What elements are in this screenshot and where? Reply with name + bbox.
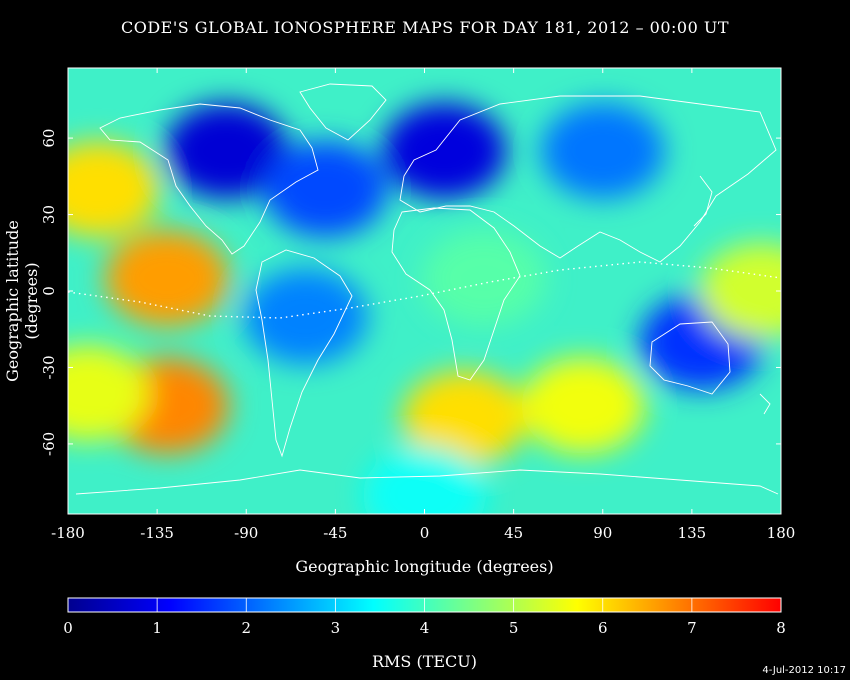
x-axis-label: Geographic longitude (degrees) (295, 557, 554, 576)
new-zealand-coast (759, 393, 771, 415)
rms-region-0 (68, 141, 160, 238)
colorbar-tick-label-5: 5 (509, 619, 519, 637)
x-tick-label-6: 90 (593, 524, 612, 542)
colorbar-tick-label-6: 6 (598, 619, 608, 637)
rms-region-5 (263, 141, 388, 238)
australia-coast (649, 321, 731, 395)
rms-region-14 (362, 446, 487, 514)
y-tick-label-0: -60 (40, 432, 58, 456)
x-tick-label-2: -90 (234, 524, 258, 542)
timestamp: 4-Jul-2012 10:17 (762, 665, 846, 676)
south-america-coast (255, 249, 353, 458)
y-tick-label-4: 60 (40, 129, 58, 148)
colorbar-tick-label-1: 1 (152, 619, 162, 637)
colorbar-tick-label-2: 2 (241, 619, 251, 637)
rms-region-9 (520, 357, 645, 454)
y-tick-label-3: 30 (40, 205, 58, 224)
rms-region-3 (68, 344, 150, 441)
colorbar-tick-label-3: 3 (331, 619, 341, 637)
rms-region-7 (540, 102, 665, 199)
colorbar-tick-label-0: 0 (63, 619, 73, 637)
north-america-coast (99, 103, 319, 255)
rms-region-4 (164, 102, 289, 199)
rms-region-11 (699, 243, 781, 339)
y-axis-label: Geographic latitude (degrees) (3, 220, 41, 382)
japan-coast (693, 175, 713, 227)
x-tick-label-5: 45 (504, 524, 523, 542)
rms-blobs (68, 102, 781, 514)
europe-asia-coast (399, 95, 777, 263)
x-tick-label-8: 180 (767, 524, 796, 542)
africa-coast (391, 207, 521, 381)
colorbar-tick-label-7: 7 (687, 619, 697, 637)
map-title: CODE'S GLOBAL IONOSPHERE MAPS FOR DAY 18… (120, 18, 730, 37)
x-tick-label-4: 0 (420, 524, 430, 542)
y-tick-label-1: -30 (40, 355, 58, 379)
y-tick-label-2: 0 (40, 286, 58, 296)
y-axis-ticks: -60 -30 0 30 60 (40, 129, 781, 456)
rms-field (68, 68, 781, 514)
x-tick-label-1: -135 (140, 524, 174, 542)
x-tick-label-0: -180 (51, 524, 85, 542)
colorbar-tick-label-4: 4 (420, 619, 430, 637)
colorbar-tick-label-8: 8 (776, 619, 786, 637)
rms-region-6 (382, 102, 507, 199)
rms-region-8 (402, 370, 527, 467)
rms-region-13 (243, 268, 368, 365)
rms-region-12 (421, 230, 546, 327)
rms-region-1 (105, 230, 230, 327)
x-axis-ticks: -180 -135 -90 -45 0 45 90 135 180 (51, 68, 795, 542)
antarctica-coast (75, 469, 779, 495)
x-tick-label-3: -45 (323, 524, 347, 542)
x-tick-label-7: 135 (678, 524, 707, 542)
colorbar-ticks: 0 1 2 3 4 5 6 7 8 (63, 598, 786, 637)
coastlines (75, 83, 779, 495)
greenland-coast (299, 83, 387, 141)
colorbar-label: RMS (TECU) (371, 652, 478, 671)
